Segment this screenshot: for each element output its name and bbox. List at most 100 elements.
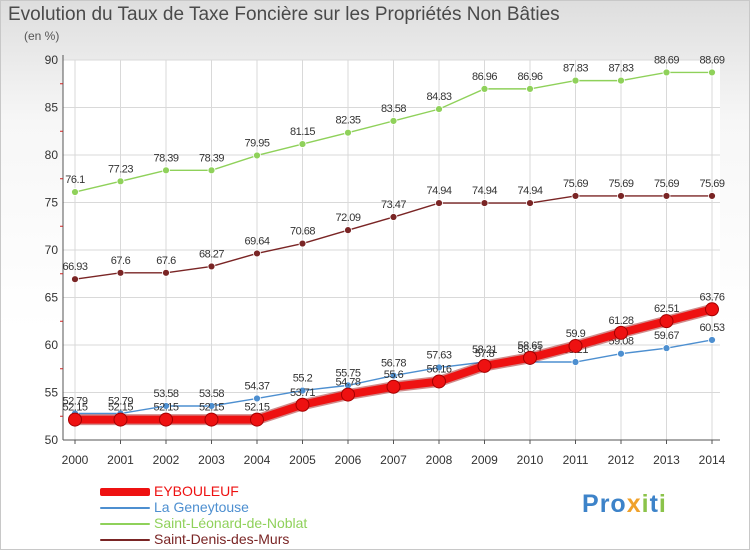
data-label-saint-denis-des-murs: 70.68: [290, 226, 315, 238]
data-point-saint-leonard-de-noblat: [389, 117, 398, 125]
y-tick-label: 75: [45, 196, 59, 210]
data-label-eybouleuf: 57.8: [475, 348, 495, 360]
x-tick-label: 2007: [380, 453, 407, 467]
data-label-la-geneytouse: 57.63: [426, 350, 451, 362]
x-tick-label: 2010: [517, 453, 544, 467]
data-point-saint-leonard-de-noblat: [162, 166, 170, 175]
data-point-saint-denis-des-murs: [71, 275, 79, 284]
x-tick-label: 2004: [244, 453, 271, 467]
y-tick-label: 80: [45, 148, 59, 162]
data-point-saint-leonard-de-noblat: [298, 140, 307, 148]
data-point-la-geneytouse: [662, 344, 671, 353]
data-point-eybouleuf: [568, 338, 583, 353]
data-point-saint-denis-des-murs: [162, 268, 170, 277]
data-label-saint-leonard-de-noblat: 77.23: [108, 163, 133, 175]
x-tick-label: 2012: [608, 453, 635, 467]
data-point-eybouleuf: [159, 412, 173, 427]
data-label-saint-leonard-de-noblat: 88.69: [654, 54, 679, 66]
data-label-eybouleuf: 56.16: [426, 363, 451, 375]
x-tick-label: 2011: [563, 453, 589, 467]
data-label-la-geneytouse: 60.53: [699, 322, 724, 334]
data-point-la-geneytouse: [162, 402, 170, 410]
y-tick-label: 70: [45, 243, 59, 257]
x-tick-label: 2000: [62, 453, 89, 467]
data-point-saint-leonard-de-noblat: [435, 105, 443, 114]
data-point-saint-denis-des-murs: [526, 199, 534, 207]
logo-letter: o: [610, 490, 627, 518]
y-tick-label: 65: [45, 291, 59, 305]
data-point-la-geneytouse: [435, 363, 443, 372]
data-label-eybouleuf: 52.15: [244, 402, 269, 414]
data-label-saint-denis-des-murs: 75.69: [654, 178, 679, 190]
data-point-eybouleuf: [614, 325, 628, 340]
legend-swatch: [100, 488, 150, 496]
data-point-saint-denis-des-murs: [571, 192, 580, 200]
data-label-saint-denis-des-murs: 75.69: [608, 178, 633, 190]
data-point-saint-denis-des-murs: [480, 199, 489, 207]
data-point-eybouleuf: [341, 387, 355, 402]
x-tick-label: 2009: [471, 453, 498, 467]
data-point-saint-leonard-de-noblat: [116, 177, 125, 186]
x-tick-label: 2003: [198, 453, 225, 467]
data-label-la-geneytouse: 55.2: [293, 373, 313, 385]
data-point-la-geneytouse: [253, 394, 261, 403]
data-label-eybouleuf: 61.28: [608, 315, 633, 327]
unit-label: (en %): [24, 29, 60, 43]
x-tick-label: 2006: [335, 453, 362, 467]
data-point-saint-denis-des-murs: [116, 268, 125, 277]
data-point-eybouleuf: [204, 412, 219, 427]
data-label-saint-denis-des-murs: 68.27: [199, 248, 224, 260]
y-tick-label: 55: [45, 386, 59, 400]
data-label-saint-denis-des-murs: 74.94: [472, 185, 497, 197]
data-point-saint-denis-des-murs: [389, 213, 398, 221]
data-label-eybouleuf: 62.51: [654, 303, 679, 315]
data-label-saint-denis-des-murs: 72.09: [335, 212, 360, 224]
data-label-eybouleuf: 53.71: [290, 387, 315, 399]
y-tick-label: 90: [45, 53, 59, 67]
data-label-saint-denis-des-murs: 75.69: [563, 178, 588, 190]
data-label-la-geneytouse: 52.79: [108, 395, 133, 407]
logo-letter: i: [641, 490, 650, 518]
data-label-la-geneytouse: 56.78: [381, 358, 406, 370]
x-tick-label: 2013: [653, 453, 680, 467]
data-label-saint-leonard-de-noblat: 87.83: [563, 63, 588, 75]
data-label-la-geneytouse: 53.58: [199, 388, 224, 400]
x-tick-label: 2005: [289, 453, 316, 467]
data-point-saint-denis-des-murs: [708, 192, 716, 200]
data-point-saint-leonard-de-noblat: [344, 128, 352, 137]
data-point-saint-leonard-de-noblat: [708, 68, 716, 77]
data-label-saint-leonard-de-noblat: 81.15: [290, 126, 315, 138]
data-label-saint-leonard-de-noblat: 78.39: [153, 152, 178, 164]
data-label-eybouleuf: 55.6: [384, 369, 404, 381]
data-point-eybouleuf: [432, 374, 446, 389]
data-point-la-geneytouse: [571, 358, 580, 366]
x-tick-label: 2001: [107, 453, 134, 467]
data-point-eybouleuf: [295, 397, 310, 412]
x-tick-label: 2014: [699, 453, 726, 467]
data-point-la-geneytouse: [389, 371, 398, 380]
chart-title: Evolution du Taux de Taxe Foncière sur l…: [8, 4, 560, 25]
legend-label: Saint-Léonard-de-Noblat: [154, 515, 308, 531]
y-tick-label: 85: [45, 101, 59, 115]
data-point-eybouleuf: [386, 379, 401, 394]
data-label-la-geneytouse: 58.21: [472, 344, 497, 356]
data-label-saint-denis-des-murs: 74.94: [426, 185, 451, 197]
data-point-saint-leonard-de-noblat: [526, 84, 534, 93]
y-tick-label: 60: [45, 338, 59, 352]
logo-letter: r: [599, 490, 611, 518]
x-tick-label: 2008: [426, 453, 453, 467]
data-label-la-geneytouse: 54.37: [244, 380, 269, 392]
data-label-eybouleuf: 52.15: [108, 402, 133, 414]
data-label-la-geneytouse: 53.58: [153, 388, 178, 400]
data-label-saint-leonard-de-noblat: 86.96: [517, 71, 542, 83]
y-tick-label: 50: [45, 433, 59, 447]
data-label-saint-denis-des-murs: 67.6: [156, 255, 176, 267]
data-label-saint-leonard-de-noblat: 78.39: [199, 152, 224, 164]
data-label-saint-leonard-de-noblat: 83.58: [381, 103, 406, 115]
data-label-saint-denis-des-murs: 66.93: [62, 261, 87, 273]
data-point-saint-leonard-de-noblat: [253, 151, 261, 160]
data-point-saint-leonard-de-noblat: [571, 76, 580, 85]
data-point-saint-leonard-de-noblat: [71, 188, 79, 196]
data-label-eybouleuf: 58.65: [517, 340, 542, 352]
